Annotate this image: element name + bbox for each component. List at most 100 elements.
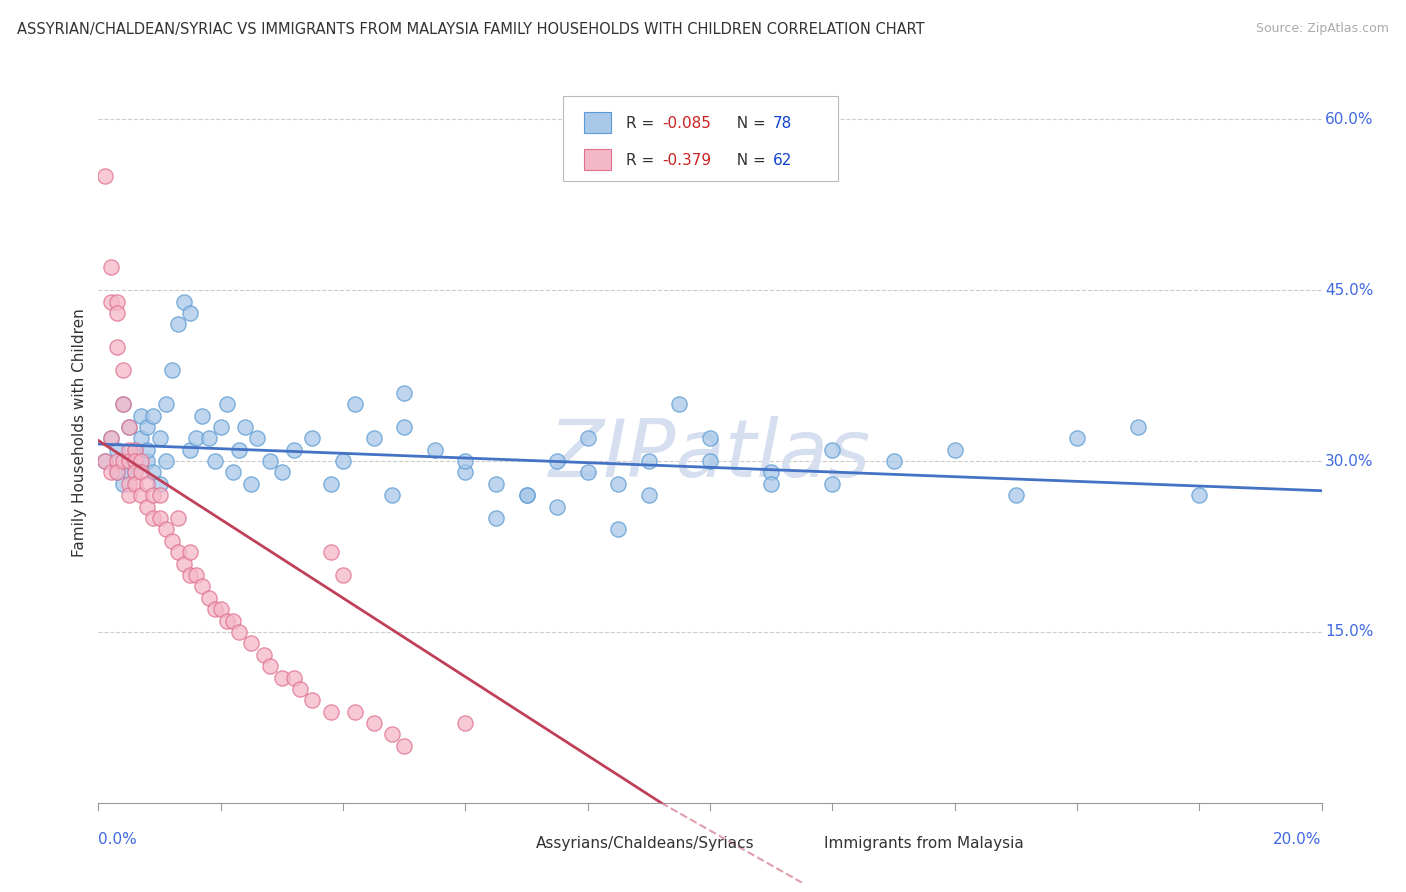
Point [105,466,128,480]
Point [607,476,630,491]
Point [129,466,152,480]
Point [423,442,446,457]
Point [111,397,134,411]
Point [215,397,238,411]
Point [546,454,568,468]
Point [485,511,508,525]
Text: Source: ZipAtlas.com: Source: ZipAtlas.com [1256,22,1389,36]
Point [301,431,323,445]
Point [149,476,172,491]
Point [149,488,172,502]
Point [454,454,477,468]
Point [883,454,905,468]
Text: ASSYRIAN/CHALDEAN/SYRIAC VS IMMIGRANTS FROM MALAYSIA FAMILY HOUSEHOLDS WITH CHIL: ASSYRIAN/CHALDEAN/SYRIAC VS IMMIGRANTS F… [17,22,925,37]
Point [204,602,226,616]
Point [319,705,342,719]
Point [233,420,256,434]
Point [129,454,152,468]
Point [516,488,538,502]
Point [136,442,159,457]
Text: 30.0%: 30.0% [1326,454,1374,468]
Text: 78: 78 [772,116,792,131]
Point [129,431,152,445]
Point [607,523,630,537]
Point [118,420,141,434]
Point [136,420,159,434]
Point [118,454,141,468]
Point [173,557,195,571]
Bar [583,112,612,133]
Point [381,488,404,502]
Point [759,476,782,491]
Point [283,671,305,685]
Text: ZIPatlas: ZIPatlas [548,416,872,494]
Point [118,420,141,434]
Point [100,466,122,480]
Point [943,442,966,457]
Point [392,385,416,400]
Text: 45.0%: 45.0% [1326,283,1374,298]
Point [142,511,165,525]
Point [240,636,263,650]
Bar [583,149,612,169]
Point [228,442,250,457]
Point [105,466,128,480]
Point [485,476,508,491]
Text: 20.0%: 20.0% [1274,832,1322,847]
Point [111,397,134,411]
Point [392,420,416,434]
Point [142,466,165,480]
Text: R =: R = [626,116,659,131]
Point [93,169,115,184]
Point [363,716,385,731]
Point [191,579,214,593]
Point [363,431,385,445]
Point [191,409,214,423]
Point [179,545,201,559]
Point [319,545,342,559]
Point [124,466,146,480]
Text: R =: R = [626,153,659,169]
Point [124,466,146,480]
Point [576,466,599,480]
Text: Immigrants from Malaysia: Immigrants from Malaysia [824,836,1024,851]
Text: N =: N = [727,116,770,131]
Point [454,716,477,731]
Point [100,294,122,309]
Point [637,454,661,468]
Point [319,476,342,491]
Point [222,614,245,628]
Point [228,624,250,639]
Point [759,466,782,480]
Point [179,442,201,457]
Point [1128,420,1150,434]
Point [699,454,721,468]
Text: 60.0%: 60.0% [1326,112,1374,127]
Point [186,568,208,582]
Point [142,488,165,502]
Point [699,431,721,445]
Point [105,306,128,320]
Point [344,397,367,411]
Point [516,488,538,502]
Text: 0.0%: 0.0% [98,832,138,847]
Point [155,397,177,411]
Point [259,659,281,673]
Bar [502,836,527,851]
Point [136,476,159,491]
Point [1066,431,1088,445]
Point [124,442,146,457]
Point [167,511,190,525]
Point [100,260,122,275]
Point [149,511,172,525]
Point [246,431,269,445]
FancyBboxPatch shape [564,95,838,181]
Text: 62: 62 [772,153,792,169]
Point [821,476,844,491]
Point [124,476,146,491]
Point [222,466,245,480]
Point [209,602,232,616]
Point [240,476,263,491]
Point [160,363,183,377]
Point [173,294,195,309]
